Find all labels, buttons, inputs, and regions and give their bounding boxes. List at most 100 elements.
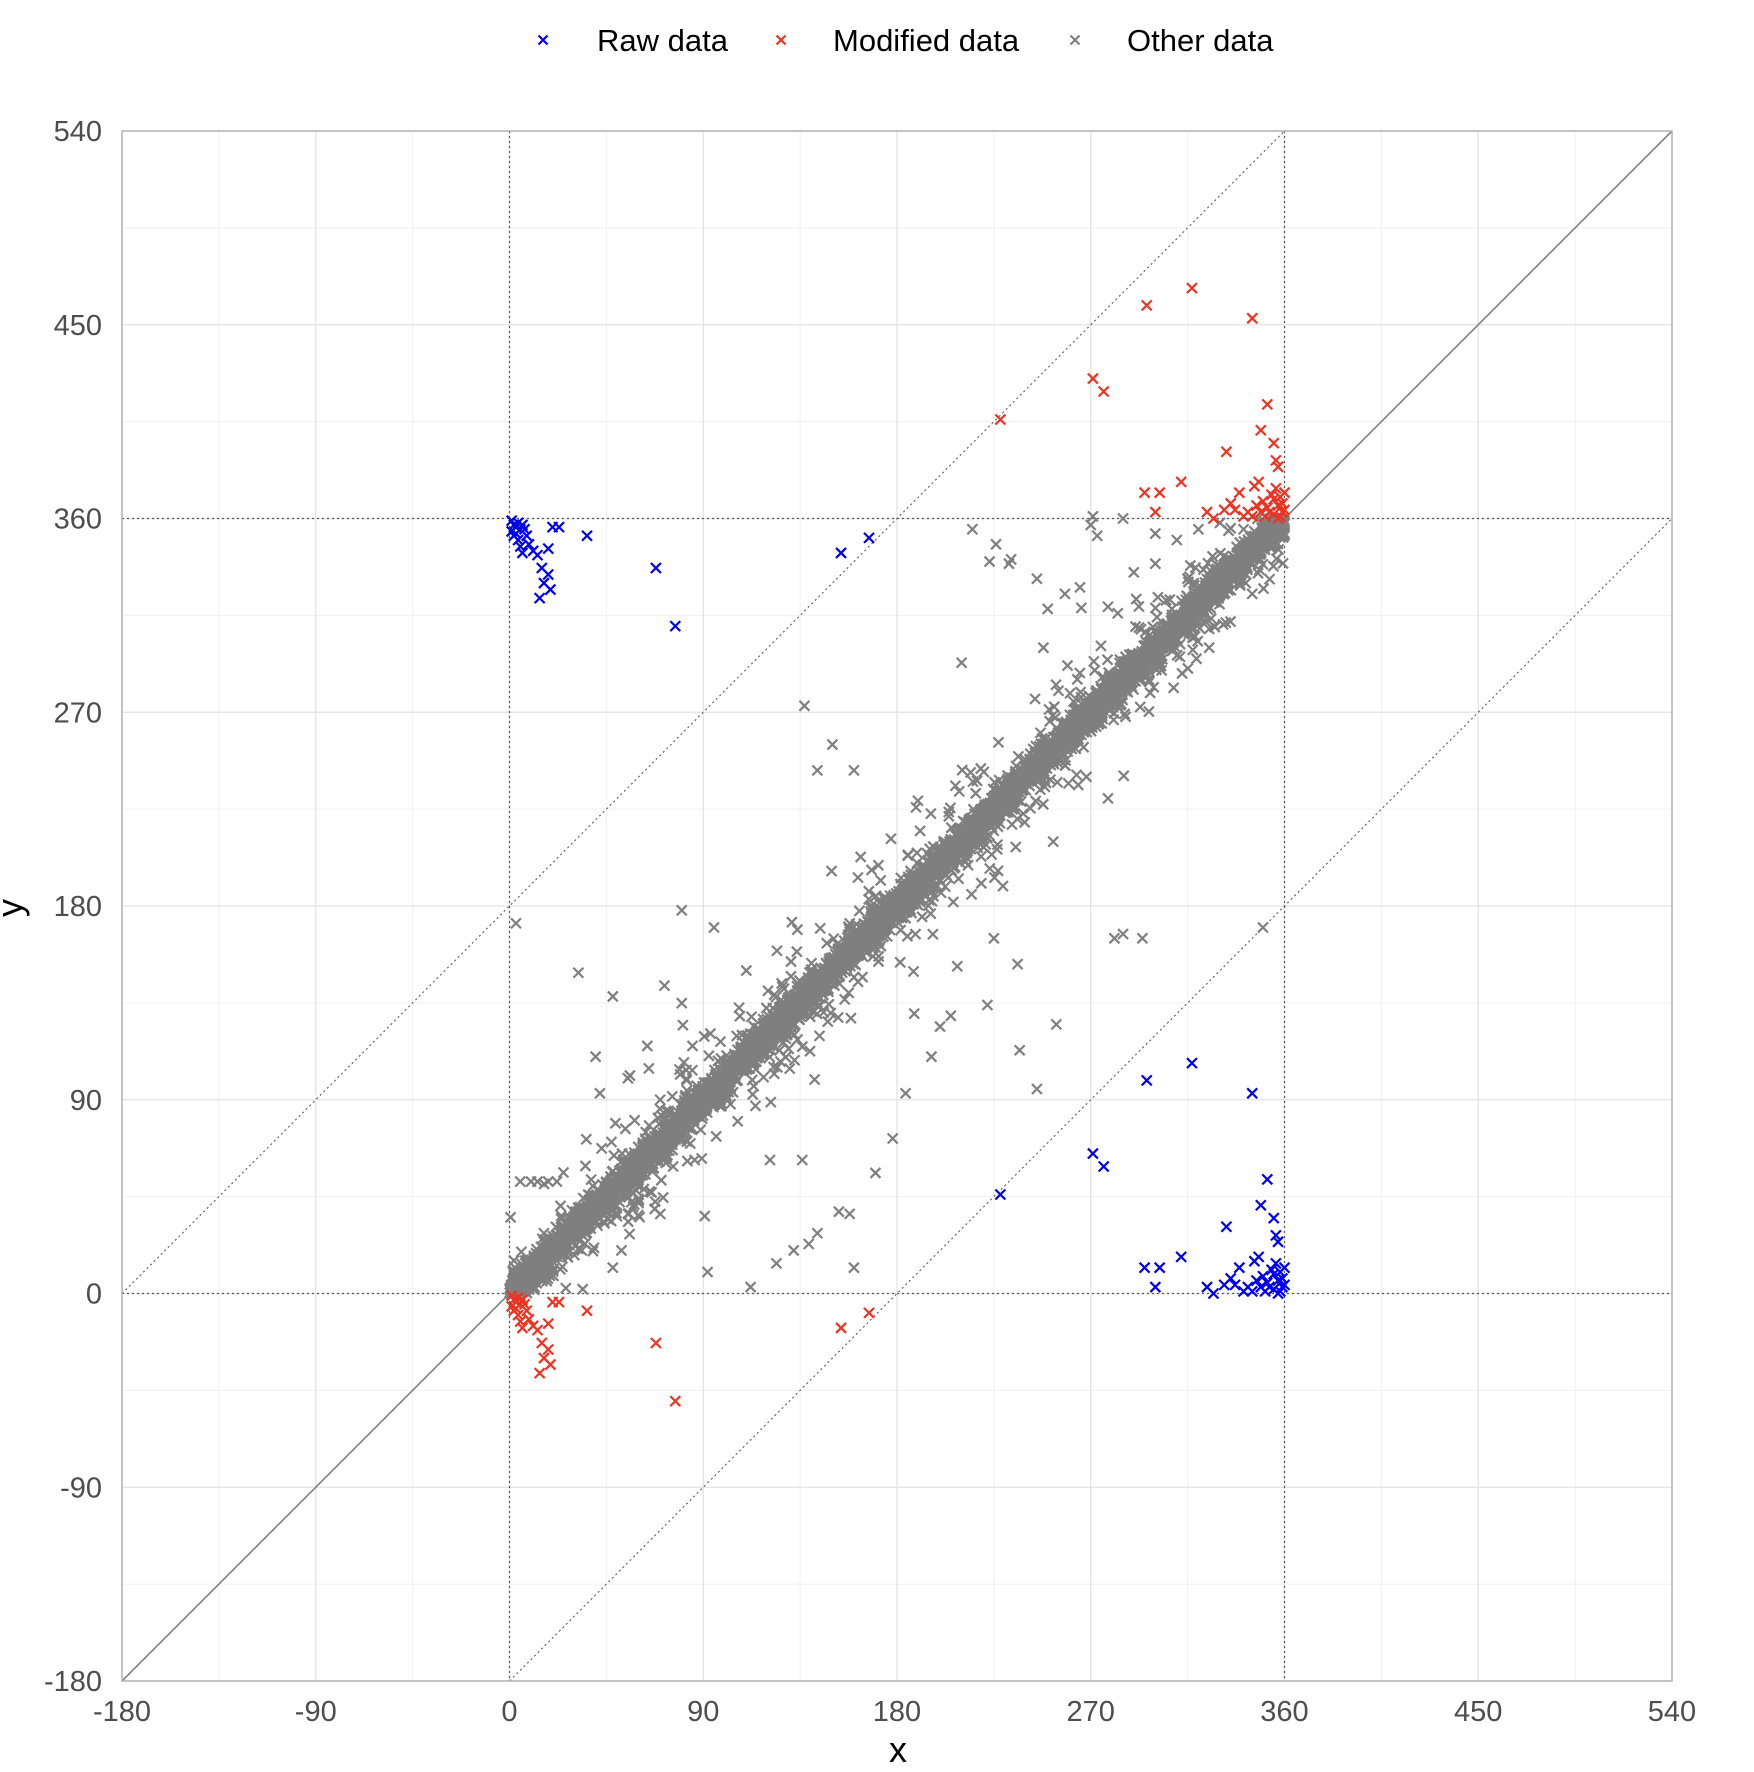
point-other-data [702, 1076, 715, 1089]
point-other-data [824, 1007, 837, 1019]
point-other-data [791, 945, 803, 958]
point-other-data [854, 851, 867, 863]
offset-diagonal-line-1 [509, 518, 1673, 1682]
point-other-data [698, 1210, 711, 1222]
point-other-data [1133, 621, 1145, 634]
point-other-data [781, 1011, 794, 1024]
point-other-data [1182, 662, 1194, 675]
point-other-data [654, 1208, 667, 1220]
point-other-data [1062, 777, 1075, 790]
point-other-data [827, 932, 840, 945]
point-other-data [576, 1244, 588, 1257]
point-other-data [560, 1282, 572, 1294]
point-other-data [1180, 599, 1192, 611]
point-other-data [1047, 835, 1059, 848]
point-other-data [1017, 807, 1030, 820]
point-other-data [1167, 682, 1180, 694]
point-other-data [1095, 640, 1107, 652]
point-other-data [677, 1019, 689, 1031]
point-other-data [791, 1033, 804, 1046]
point-other-data [1116, 694, 1129, 706]
point-other-data [771, 1061, 784, 1074]
point-other-data [675, 997, 688, 1009]
point-other-data [814, 922, 826, 935]
point-other-data [557, 1166, 570, 1179]
point-other-data [992, 865, 1004, 877]
point-other-data [955, 822, 968, 835]
point-other-data [1257, 558, 1269, 571]
point-other-data [971, 775, 983, 787]
point-other-data [1058, 742, 1071, 755]
point-other-data [684, 1137, 697, 1150]
point-other-data [655, 1174, 668, 1186]
point-other-data [1149, 602, 1162, 614]
point-other-data [991, 838, 1004, 851]
point-other-data [1077, 721, 1090, 734]
point-other-data [1006, 818, 1018, 831]
point-other-data [659, 1143, 672, 1155]
point-other-data [975, 762, 987, 775]
point-other-data [1057, 717, 1069, 729]
point-other-data [953, 785, 965, 798]
point-other-data [654, 1103, 666, 1115]
point-other-data [633, 1194, 645, 1207]
point-other-data [1201, 578, 1214, 591]
point-other-data [967, 775, 979, 788]
point-other-data [1263, 573, 1276, 585]
point-other-data [556, 1260, 569, 1273]
point-other-data [783, 1062, 796, 1075]
point-other-data [845, 1012, 857, 1024]
point-other-data [698, 1030, 711, 1043]
point-other-data [988, 871, 1001, 884]
point-other-data [568, 1249, 581, 1261]
point-other-data [916, 911, 928, 923]
point-other-data [1044, 715, 1056, 728]
point-other-data [985, 848, 998, 861]
point-other-data [679, 1089, 692, 1102]
point-other-data [878, 893, 890, 905]
point-other-data [678, 1056, 690, 1069]
point-other-data [1061, 659, 1074, 672]
point-other-data [1018, 816, 1031, 829]
point-other-data [1267, 560, 1280, 572]
point-other-data [1253, 563, 1266, 576]
point-other-data [768, 989, 781, 1001]
point-other-data [1048, 758, 1060, 770]
point-other-data [504, 1211, 517, 1224]
point-other-data [823, 998, 835, 1011]
point-other-data [1270, 553, 1283, 565]
point-other-data [765, 1096, 777, 1108]
point-other-data [1044, 740, 1056, 752]
point-other-data [805, 963, 818, 976]
point-other-data [623, 1228, 636, 1240]
point-other-data [715, 1052, 727, 1065]
point-other-data [768, 1068, 780, 1080]
point-other-data [1190, 652, 1203, 665]
point-other-data [809, 977, 822, 989]
point-other-data [539, 1234, 551, 1246]
point-other-data [595, 1142, 608, 1155]
offset-diagonal-line-0 [121, 130, 1285, 1294]
point-other-data [1134, 701, 1146, 713]
legend-key-raw-data [537, 34, 549, 46]
legend-label-other-data: Other data [1127, 23, 1274, 58]
point-other-data [874, 874, 887, 887]
point-other-data [1202, 569, 1215, 581]
point-other-data [914, 825, 926, 837]
point-other-data [1009, 841, 1022, 853]
point-other-data [819, 980, 832, 993]
point-other-data [1143, 705, 1155, 718]
point-other-data [842, 987, 855, 999]
point-other-data [1070, 743, 1082, 755]
point-other-data [1133, 600, 1145, 613]
point-other-data [580, 1205, 593, 1217]
legend-label-modified-data: Modified data [833, 23, 1020, 58]
point-other-data [609, 1117, 622, 1129]
point-other-data [1252, 567, 1264, 579]
point-other-data [788, 1054, 801, 1067]
point-other-data [608, 1149, 620, 1162]
point-other-data [757, 1017, 770, 1029]
point-other-data [1101, 653, 1114, 666]
point-other-data [1256, 523, 1269, 535]
